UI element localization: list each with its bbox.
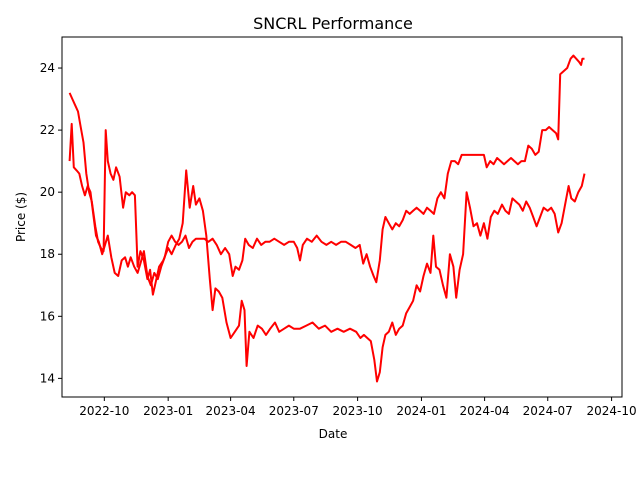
x-tick-label: 2024-07 bbox=[523, 404, 573, 418]
x-axis-ticks: 2022-10 2023-01 2023-04 2023-07 2023-10 2024-… bbox=[79, 397, 637, 418]
y-tick-label: 14 bbox=[40, 371, 55, 385]
series-layer bbox=[68, 54, 586, 383]
x-tick-label: 2024-10 bbox=[587, 404, 637, 418]
y-tick-label: 16 bbox=[40, 309, 55, 323]
y-tick-label: 22 bbox=[40, 123, 55, 137]
x-tick-label: 2024-01 bbox=[396, 404, 446, 418]
y-tick-label: 18 bbox=[40, 247, 55, 261]
series-line-1 bbox=[68, 92, 586, 383]
chart-title: SNCRL Performance bbox=[253, 14, 413, 33]
x-tick-label: 2023-07 bbox=[269, 404, 319, 418]
x-tick-label: 2024-04 bbox=[460, 404, 510, 418]
series-line-2 bbox=[68, 54, 585, 287]
y-axis-ticks: 14 16 18 20 22 24 bbox=[40, 61, 62, 385]
x-tick-label: 2023-01 bbox=[143, 404, 193, 418]
y-tick-label: 24 bbox=[40, 61, 55, 75]
y-tick-label: 20 bbox=[40, 185, 55, 199]
x-axis-label: Date bbox=[319, 427, 348, 441]
x-tick-label: 2022-10 bbox=[79, 404, 129, 418]
plot-area-frame bbox=[61, 36, 623, 398]
x-tick-label: 2023-10 bbox=[333, 404, 383, 418]
x-tick-label: 2023-04 bbox=[206, 404, 256, 418]
y-axis-label: Price ($) bbox=[14, 192, 28, 242]
